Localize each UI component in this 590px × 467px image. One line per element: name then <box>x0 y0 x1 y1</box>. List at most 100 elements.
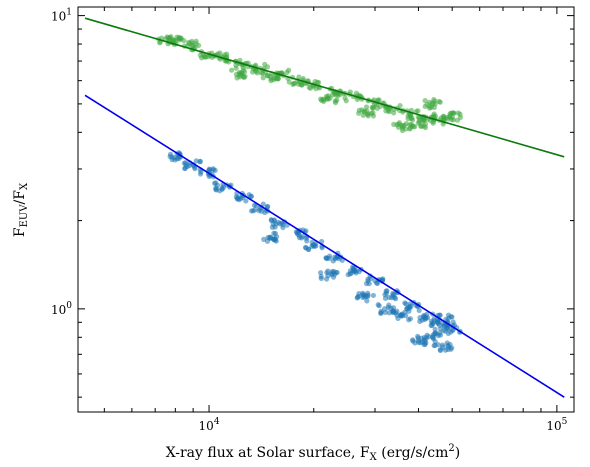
data-point <box>260 70 266 76</box>
data-point <box>378 310 384 316</box>
data-point <box>455 110 461 116</box>
data-point <box>440 113 446 119</box>
data-point <box>172 155 178 161</box>
data-point <box>237 74 243 80</box>
data-point <box>306 84 312 91</box>
data-point <box>390 290 396 297</box>
data-point <box>421 336 428 343</box>
data-point <box>356 269 362 275</box>
series-1-points <box>167 150 463 354</box>
data-point <box>454 117 461 123</box>
data-point <box>364 108 370 114</box>
data-point <box>323 276 330 282</box>
data-point <box>428 322 434 328</box>
data-point <box>296 74 302 80</box>
data-point <box>431 97 437 103</box>
data-point <box>416 307 422 313</box>
x-axis-label: X-ray flux at Solar surface, FX (erg/s/c… <box>166 443 460 463</box>
data-point <box>382 309 389 316</box>
data-layer <box>84 17 565 398</box>
data-point <box>325 268 331 274</box>
data-point <box>184 163 190 170</box>
ticks-layer: 104 105 100 101 <box>51 7 574 433</box>
data-point <box>233 65 239 71</box>
data-point <box>365 293 371 300</box>
data-point <box>444 340 450 346</box>
data-point <box>440 327 447 334</box>
data-point <box>272 224 278 230</box>
data-point <box>418 123 425 129</box>
data-point <box>420 118 426 124</box>
data-point <box>375 97 381 103</box>
data-point <box>418 340 424 346</box>
data-point <box>445 330 451 336</box>
data-point <box>318 273 324 280</box>
data-point <box>217 50 223 56</box>
data-point <box>450 319 456 325</box>
data-point <box>437 346 443 353</box>
data-point <box>320 96 326 102</box>
data-point <box>347 89 353 95</box>
data-point <box>241 67 247 73</box>
data-point <box>424 101 430 108</box>
data-point <box>329 270 335 276</box>
data-point <box>290 81 296 87</box>
data-point <box>219 185 225 192</box>
data-point <box>272 237 278 243</box>
data-point <box>264 203 271 210</box>
data-point <box>312 78 318 85</box>
data-point <box>383 288 389 294</box>
data-point <box>370 110 376 116</box>
data-point <box>246 192 252 198</box>
data-point <box>446 315 452 321</box>
data-point <box>360 112 366 118</box>
data-point <box>451 110 457 116</box>
data-point <box>366 281 372 287</box>
y-tick-label: 101 <box>51 8 72 24</box>
data-point <box>197 158 203 164</box>
data-point <box>280 222 286 228</box>
data-point <box>364 298 370 304</box>
data-point <box>407 126 413 132</box>
fit-line-2 <box>84 17 565 158</box>
data-point <box>415 333 421 339</box>
data-point <box>271 230 277 236</box>
data-point <box>354 295 360 301</box>
data-point <box>390 308 396 314</box>
data-point <box>304 238 310 244</box>
data-point <box>450 327 456 334</box>
y-axis-label: FEUV/FX <box>12 182 30 237</box>
data-point <box>396 120 403 126</box>
data-point <box>437 332 444 338</box>
data-point <box>189 43 195 49</box>
data-point <box>360 292 366 298</box>
data-point <box>450 117 457 123</box>
data-point <box>268 78 274 84</box>
data-point <box>370 292 376 299</box>
data-point <box>342 95 348 101</box>
data-point <box>166 36 172 42</box>
data-point <box>229 67 235 73</box>
x-tick-label: 104 <box>199 417 220 433</box>
data-point <box>267 234 273 240</box>
data-point <box>422 98 428 104</box>
data-point <box>286 67 292 73</box>
data-point <box>406 308 412 314</box>
data-point <box>399 127 406 134</box>
data-point <box>356 107 362 113</box>
data-point <box>295 81 301 87</box>
data-point <box>330 258 336 264</box>
data-point <box>432 330 438 336</box>
data-point <box>250 208 256 214</box>
data-point <box>421 314 427 321</box>
plot-frame <box>77 6 575 413</box>
data-point <box>193 158 199 164</box>
data-point <box>333 92 339 98</box>
data-point <box>391 121 397 127</box>
data-point <box>260 75 266 81</box>
data-point <box>391 110 397 116</box>
data-point <box>213 180 219 186</box>
data-point <box>264 238 271 244</box>
data-point <box>392 295 398 301</box>
x-tick-label: 105 <box>546 417 567 433</box>
